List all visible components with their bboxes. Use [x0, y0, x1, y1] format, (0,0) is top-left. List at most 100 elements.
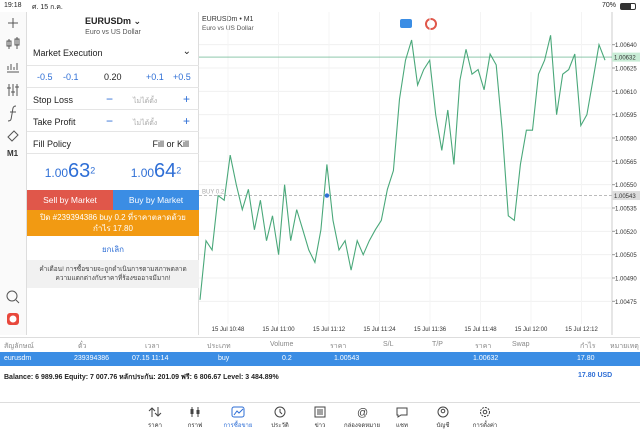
- symbol-name: EURUSDm: [84, 16, 131, 26]
- price-tag: [612, 191, 640, 201]
- battery-icon: [620, 3, 636, 10]
- cell: eurusdm: [4, 355, 32, 362]
- x-tick-label: 15 Jul 11:48: [464, 327, 497, 333]
- bars-icon[interactable]: [7, 63, 19, 73]
- tab-active[interactable]: การซื้อขาย: [216, 406, 260, 430]
- close-line: กำไร 17.80: [93, 224, 133, 233]
- col-header: Swap: [512, 341, 530, 348]
- symbol-title[interactable]: EURUSDm ⌄: [84, 16, 142, 26]
- take-profit-value[interactable]: ไม่ได้ตั้ง: [133, 120, 158, 127]
- x-tick-label: 15 Jul 12:12: [565, 327, 598, 333]
- y-tick-label: 1.00640: [615, 43, 637, 49]
- order-panel: [27, 12, 199, 335]
- warning-line: คำเตือน! การซื้อขายจะถูกดำเนินการตามสภาพ…: [39, 266, 187, 273]
- symbol-desc: Euro vs US Dollar: [85, 29, 141, 36]
- price-tag-label: 1.00543: [614, 194, 636, 200]
- execution-row[interactable]: Market Execution ⌄: [27, 40, 199, 66]
- tab[interactable]: @ กล่องจดหมาย: [340, 406, 384, 430]
- tab-label: ราคา: [148, 423, 162, 429]
- tab-label: ประวัติ: [271, 423, 289, 429]
- tab[interactable]: ราคา: [133, 406, 177, 430]
- take-profit-row: Take Profit − ไม่ได้ตั้ง +: [27, 110, 199, 132]
- signal-icon[interactable]: [425, 18, 437, 30]
- tab[interactable]: ประวัติ: [258, 406, 302, 430]
- col-header: กำไร: [580, 343, 596, 350]
- y-tick-label: 1.00610: [615, 90, 637, 96]
- tab-label: กราฟ: [187, 423, 203, 429]
- y-tick-label: 1.00505: [615, 253, 637, 259]
- volume-step[interactable]: -0.1: [63, 72, 79, 82]
- tab[interactable]: การตั้งค่า: [463, 406, 507, 430]
- cell: buy: [218, 355, 230, 362]
- tab-label: บัญชี: [436, 423, 450, 429]
- fill-policy-row[interactable]: Fill Policy Fill or Kill: [27, 132, 199, 154]
- y-tick-label: 1.00625: [615, 67, 637, 73]
- price-main: 1.00: [130, 166, 155, 180]
- divider: [0, 402, 640, 403]
- price-big: 63: [68, 160, 91, 182]
- tab-label: การซื้อขาย: [223, 423, 253, 429]
- y-tick-label: 1.00520: [615, 230, 637, 236]
- volume-step[interactable]: +0.1: [146, 72, 164, 82]
- buy-level-label: BUY 0.2: [202, 190, 225, 196]
- tab[interactable]: แชท: [380, 406, 424, 430]
- fill-policy-value: Fill or Kill: [152, 139, 189, 149]
- cell: 1.00632: [473, 355, 499, 362]
- stop-loss-value[interactable]: ไม่ได้ตั้ง: [133, 98, 158, 105]
- y-tick-label: 1.00565: [615, 160, 637, 166]
- chevron: ⌄: [182, 46, 191, 57]
- y-tick-label: 1.00535: [615, 207, 637, 213]
- price-axis: [612, 12, 640, 335]
- plus[interactable]: +: [183, 92, 191, 106]
- trade-icon[interactable]: [400, 19, 412, 28]
- tab[interactable]: กราฟ: [173, 406, 217, 430]
- col-header: เวลา: [145, 343, 160, 350]
- tab-label: กล่องจดหมาย: [343, 423, 381, 429]
- cell: 1.00543: [334, 355, 360, 362]
- timeframe[interactable]: M1: [7, 149, 19, 158]
- x-tick-label: 15 Jul 11:00: [262, 327, 295, 333]
- volume-step[interactable]: +0.5: [173, 72, 191, 82]
- indicators-icon[interactable]: [7, 84, 19, 96]
- volume-step[interactable]: -0.5: [37, 72, 53, 82]
- sell-button[interactable]: Sell by Market: [27, 190, 113, 210]
- x-tick-label: 15 Jul 10:48: [212, 327, 245, 333]
- col-header: S/L: [383, 341, 394, 348]
- status-date: ศ. 15 ก.ค.: [32, 4, 63, 11]
- cell: 17.80: [577, 355, 595, 362]
- buy-button[interactable]: Buy by Market: [113, 190, 199, 210]
- svg-text:@: @: [357, 407, 368, 418]
- close-line: ปิด #239394386 buy 0.2 ที่ราคาตลาดด้วย: [40, 213, 186, 222]
- function-icon[interactable]: [7, 105, 17, 122]
- tab[interactable]: ข่าว: [298, 406, 342, 430]
- warning-line: ความแตกต่างกับราคาที่ร้องขออาจมีมาก!: [55, 275, 171, 282]
- volume[interactable]: 0.20: [104, 72, 122, 82]
- close-button[interactable]: ปิด #239394386 buy 0.2 ที่ราคาตลาดด้วยกำ…: [27, 210, 199, 236]
- y-tick-label: 1.00550: [615, 183, 637, 189]
- position-row[interactable]: eurusdm 239394386 07.15 11:14 buy 0.2 1.…: [0, 352, 640, 366]
- col-header: T/P: [432, 341, 443, 348]
- tab[interactable]: บัญชี: [421, 406, 465, 430]
- zoom-icon[interactable]: [6, 290, 18, 302]
- total-profit: 17.80 USD: [578, 372, 613, 379]
- cancel-button[interactable]: ยกเลิก: [101, 245, 124, 254]
- minus[interactable]: −: [106, 114, 114, 128]
- col-header: หมายเหตุ: [610, 343, 639, 350]
- tab-label: แชท: [396, 423, 408, 429]
- x-tick-label: 15 Jul 11:12: [313, 327, 346, 333]
- objects-icon[interactable]: [7, 130, 19, 142]
- col-header: ราคา: [475, 343, 492, 350]
- plus[interactable]: +: [183, 114, 191, 128]
- price-line: [199, 35, 606, 300]
- minus[interactable]: −: [106, 92, 114, 106]
- candles-icon[interactable]: [6, 37, 20, 49]
- fill-policy-label: Fill Policy: [33, 139, 72, 149]
- crosshair-icon[interactable]: [8, 18, 18, 28]
- y-tick-label: 1.00580: [615, 137, 637, 143]
- tab-label: ข่าว: [314, 423, 326, 429]
- x-tick-label: 15 Jul 12:00: [515, 327, 548, 333]
- stop-loss-row: Stop Loss − ไม่ได้ตั้ง +: [27, 88, 199, 110]
- price-sup: 2: [176, 165, 182, 176]
